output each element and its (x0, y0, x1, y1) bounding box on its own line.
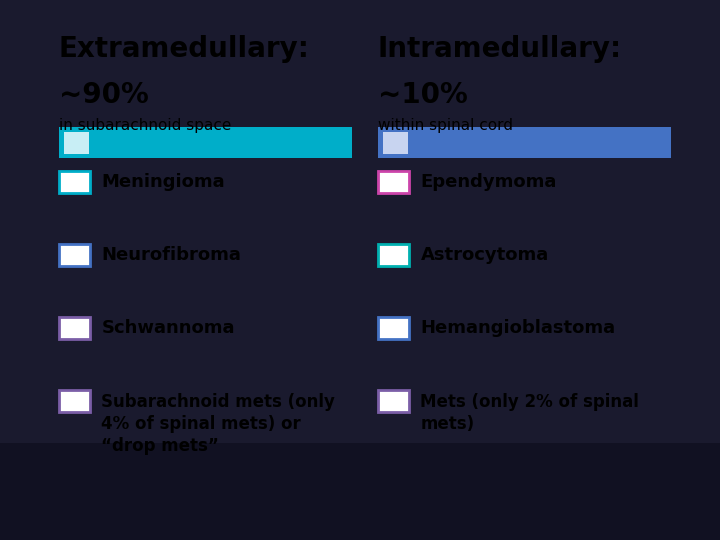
FancyBboxPatch shape (378, 390, 409, 412)
Text: Subarachnoid mets (only
4% of spinal mets) or
“drop mets”: Subarachnoid mets (only 4% of spinal met… (102, 393, 336, 455)
Text: Schwannoma: Schwannoma (102, 319, 235, 337)
Text: Intramedullary:: Intramedullary: (378, 35, 622, 63)
FancyBboxPatch shape (378, 127, 671, 158)
FancyBboxPatch shape (59, 244, 90, 266)
Text: within spinal cord: within spinal cord (378, 118, 513, 133)
Text: Neurofibroma: Neurofibroma (102, 246, 241, 264)
Text: Hemangioblastoma: Hemangioblastoma (420, 319, 616, 337)
Text: in subarachnoid space: in subarachnoid space (59, 118, 231, 133)
Text: Meningioma: Meningioma (102, 173, 225, 191)
FancyBboxPatch shape (59, 171, 90, 193)
FancyBboxPatch shape (383, 132, 408, 154)
Text: Extramedullary:: Extramedullary: (59, 35, 310, 63)
FancyBboxPatch shape (0, 443, 720, 540)
Text: Astrocytoma: Astrocytoma (420, 246, 549, 264)
FancyBboxPatch shape (59, 317, 90, 339)
FancyBboxPatch shape (378, 171, 409, 193)
Text: Mets (only 2% of spinal
mets): Mets (only 2% of spinal mets) (420, 393, 639, 433)
FancyBboxPatch shape (64, 132, 89, 154)
Text: Ependymoma: Ependymoma (420, 173, 557, 191)
Text: ~90%: ~90% (59, 81, 149, 109)
FancyBboxPatch shape (59, 127, 352, 158)
FancyBboxPatch shape (378, 317, 409, 339)
Text: ~10%: ~10% (378, 81, 468, 109)
FancyBboxPatch shape (59, 390, 90, 412)
FancyBboxPatch shape (378, 244, 409, 266)
